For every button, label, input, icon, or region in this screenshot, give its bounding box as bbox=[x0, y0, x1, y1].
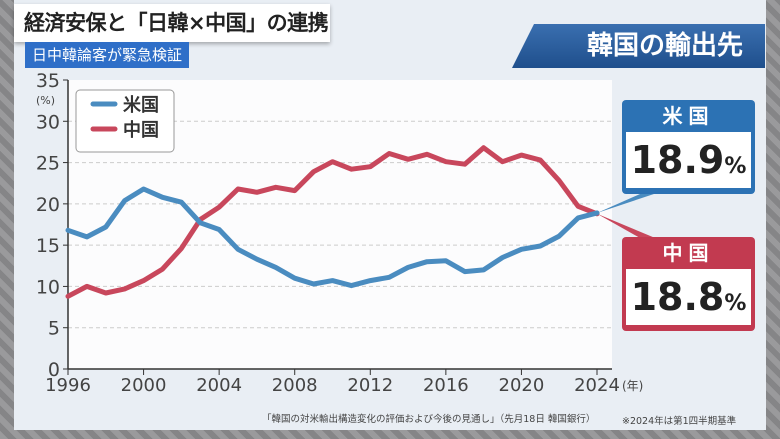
subtitle-badge: 日中韓論客が緊急検証 bbox=[25, 42, 190, 68]
x-axis-label: (年) bbox=[622, 379, 643, 393]
y-tick-label: 20 bbox=[36, 194, 60, 216]
callout-us-value: 18.9 bbox=[630, 138, 725, 182]
series-line-us bbox=[65, 186, 600, 289]
x-tick-label: 2000 bbox=[121, 375, 167, 396]
legend-label: 米国 bbox=[123, 94, 159, 116]
y-tick-label: 35 bbox=[36, 70, 60, 92]
legend-label: 中国 bbox=[123, 119, 159, 141]
callout-china-label: 中国 bbox=[662, 241, 715, 265]
source-note: 「韓国の対米輸出構造変化の評価および今後の見通し」（先月18日 韓国銀行） bbox=[262, 414, 596, 425]
x-tick-label: 2016 bbox=[423, 375, 469, 396]
x-tick-label: 2012 bbox=[347, 375, 393, 396]
page-title: 経済安保と「日韓×中国」の連携 bbox=[14, 4, 330, 42]
callout-us-value-box: 18.9% bbox=[626, 132, 751, 188]
y-tick-label: 10 bbox=[36, 276, 60, 298]
callout-china: 中国 18.8% bbox=[622, 237, 755, 331]
y-tick-label: 30 bbox=[36, 111, 60, 133]
callout-us-label: 米国 bbox=[662, 104, 715, 128]
x-tick-label: 2008 bbox=[272, 375, 318, 396]
y-tick-label: 5 bbox=[48, 318, 60, 340]
callout-us: 米国 18.9% bbox=[622, 100, 755, 194]
x-tick-label: 2024 bbox=[574, 375, 620, 396]
callout-us-pointer bbox=[597, 192, 660, 213]
series-line-china bbox=[65, 145, 600, 299]
y-tick-label: 15 bbox=[36, 235, 60, 257]
y-axis-label: (%) bbox=[36, 94, 55, 107]
footnote: ※2024年は第1四半期基準 bbox=[622, 416, 737, 427]
x-tick-label: 2004 bbox=[196, 375, 242, 396]
panel-title: 韓国の輸出先 bbox=[512, 24, 765, 68]
callout-china-pointer bbox=[597, 213, 660, 240]
callout-china-value-box: 18.8% bbox=[626, 269, 751, 325]
callout-us-unit: % bbox=[724, 154, 747, 179]
y-tick-label: 0 bbox=[48, 359, 60, 381]
callout-china-value: 18.8 bbox=[630, 275, 725, 319]
x-tick-label: 2020 bbox=[499, 375, 545, 396]
x-tick-label: 1996 bbox=[45, 375, 91, 396]
y-tick-label: 25 bbox=[36, 153, 60, 175]
callout-china-unit: % bbox=[724, 291, 747, 316]
